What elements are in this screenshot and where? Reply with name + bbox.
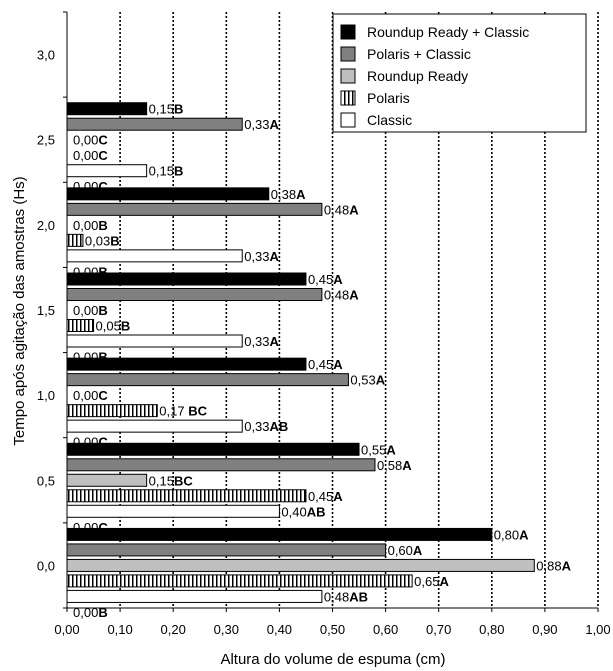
- bar: [66, 319, 95, 332]
- x-tick-label: 0,70: [426, 622, 451, 637]
- zero-value-label: 0,00C: [73, 435, 108, 450]
- bar: [66, 473, 148, 487]
- bar: [66, 373, 349, 387]
- bar: [66, 458, 376, 472]
- data-labels: 0,80A 0,60A 0,88A 0,65A 0,48AB 0,00B 0,55A0,58…: [73, 102, 572, 620]
- bar: [66, 334, 243, 348]
- tick-labels: 0,00 0,10 0,20 0,30 0,40 0,50 0,60 0,70 0,80 0,90…: [37, 48, 611, 637]
- bar-value-label: 0,45A: [308, 357, 343, 372]
- zero-value-label: 0,00C: [73, 179, 108, 194]
- zero-value-label: 0,00B: [73, 605, 108, 620]
- bar-value-label: 0,48A: [324, 288, 359, 303]
- bar-value-label: 0,15B: [149, 102, 184, 117]
- bar-value-label: 0,58A: [377, 458, 412, 473]
- y-tick-label: 0,5: [37, 473, 55, 488]
- bar-value-label: 0,48A: [324, 202, 359, 217]
- bar: [66, 102, 148, 116]
- legend: Roundup Ready + Classic Polaris + Classic…: [332, 13, 587, 133]
- bar-value-label: 0,60A: [388, 543, 423, 558]
- y-tick-label: 2,5: [37, 133, 55, 148]
- y-tick-label: 1,5: [37, 303, 55, 318]
- legend-swatch: [340, 90, 356, 106]
- legend-swatch: [340, 24, 356, 40]
- bar-value-label: 0,65A: [414, 574, 449, 589]
- legend-box: [332, 13, 587, 133]
- bar: [66, 288, 323, 301]
- bar-value-label: 0,40AB: [281, 504, 325, 519]
- bar-value-label: 0,53A: [350, 373, 385, 388]
- y-tick-label: 1,0: [37, 388, 55, 403]
- bar: [66, 504, 280, 518]
- zero-value-label: 0,00B: [73, 350, 108, 365]
- legend-label: Polaris: [367, 90, 410, 106]
- bar-value-label: 0,33A: [244, 249, 279, 264]
- legend-swatch: [340, 68, 356, 84]
- x-tick-label: 0,10: [107, 622, 132, 637]
- bar-value-label: 0,55A: [361, 442, 396, 457]
- bar-value-label: 0,03B: [85, 233, 120, 248]
- bar: [66, 489, 307, 503]
- x-tick-label: 0,40: [267, 622, 292, 637]
- legend-label: Roundup Ready + Classic: [367, 24, 529, 40]
- bar: [66, 574, 413, 588]
- bar-series: [66, 102, 535, 603]
- y-axis-title: Tempo após agitação das amostras (Hs): [11, 176, 28, 445]
- bar-value-label: 0,05B: [96, 319, 131, 334]
- bar-value-label: 0,33A: [244, 117, 279, 132]
- bar-value-label: 0,17 BC: [159, 404, 207, 419]
- y-tick-label: 0,0: [37, 558, 55, 573]
- bar: [66, 202, 323, 216]
- axes: [63, 11, 599, 612]
- bar: [66, 164, 148, 178]
- legend-label: Classic: [367, 112, 412, 128]
- x-tick-label: 0,60: [373, 622, 398, 637]
- y-tick-label: 3,0: [37, 48, 55, 63]
- bar-value-label: 0,33AB: [244, 419, 288, 434]
- x-tick-label: 0,20: [161, 622, 186, 637]
- bar-value-label: 0,33A: [244, 334, 279, 349]
- bar-value-label: 0,45A: [308, 272, 343, 287]
- legend-label: Roundup Ready: [367, 68, 468, 84]
- bar-value-label: 0,00B: [73, 218, 108, 233]
- bar: [66, 589, 323, 603]
- bar-value-label: 0,45A: [308, 489, 343, 504]
- x-tick-label: 0,00: [54, 622, 79, 637]
- bar: [66, 442, 360, 456]
- bar-value-label: 0,48AB: [324, 589, 368, 604]
- x-tick-label: 0,90: [532, 622, 557, 637]
- bar-value-label: 0,00C: [73, 133, 108, 148]
- bar-value-label: 0,15B: [149, 164, 184, 179]
- bar-value-label: 0,00B: [73, 303, 108, 318]
- x-tick-label: 0,50: [320, 622, 345, 637]
- bar: [66, 404, 158, 418]
- bar-value-label: 0,38A: [271, 187, 306, 202]
- x-tick-label: 0,80: [479, 622, 504, 637]
- zero-value-label: 0,00B: [73, 264, 108, 279]
- bar-value-label: 0,00C: [73, 388, 108, 403]
- bar: [66, 419, 243, 433]
- x-tick-label: 1,00: [585, 622, 610, 637]
- legend-swatch: [340, 46, 356, 62]
- bar: [66, 558, 535, 572]
- legend-swatch: [340, 112, 356, 128]
- bar-value-label: 0,88A: [536, 558, 571, 573]
- zero-value-label: 0,00C: [73, 520, 108, 535]
- legend-label: Polaris + Classic: [367, 46, 471, 62]
- bar-value-label: 0,80A: [494, 527, 529, 542]
- x-tick-label: 0,30: [214, 622, 239, 637]
- bar: [66, 117, 243, 131]
- bar-value-label: 0,00C: [73, 148, 108, 163]
- y-tick-label: 2,0: [37, 218, 55, 233]
- bar: [66, 527, 493, 541]
- x-axis-title: Altura do volume de espuma (cm): [220, 651, 445, 668]
- bar: [66, 249, 243, 263]
- bar-value-label: 0,15BC: [149, 473, 194, 488]
- bar: [66, 233, 84, 247]
- bar: [66, 543, 387, 557]
